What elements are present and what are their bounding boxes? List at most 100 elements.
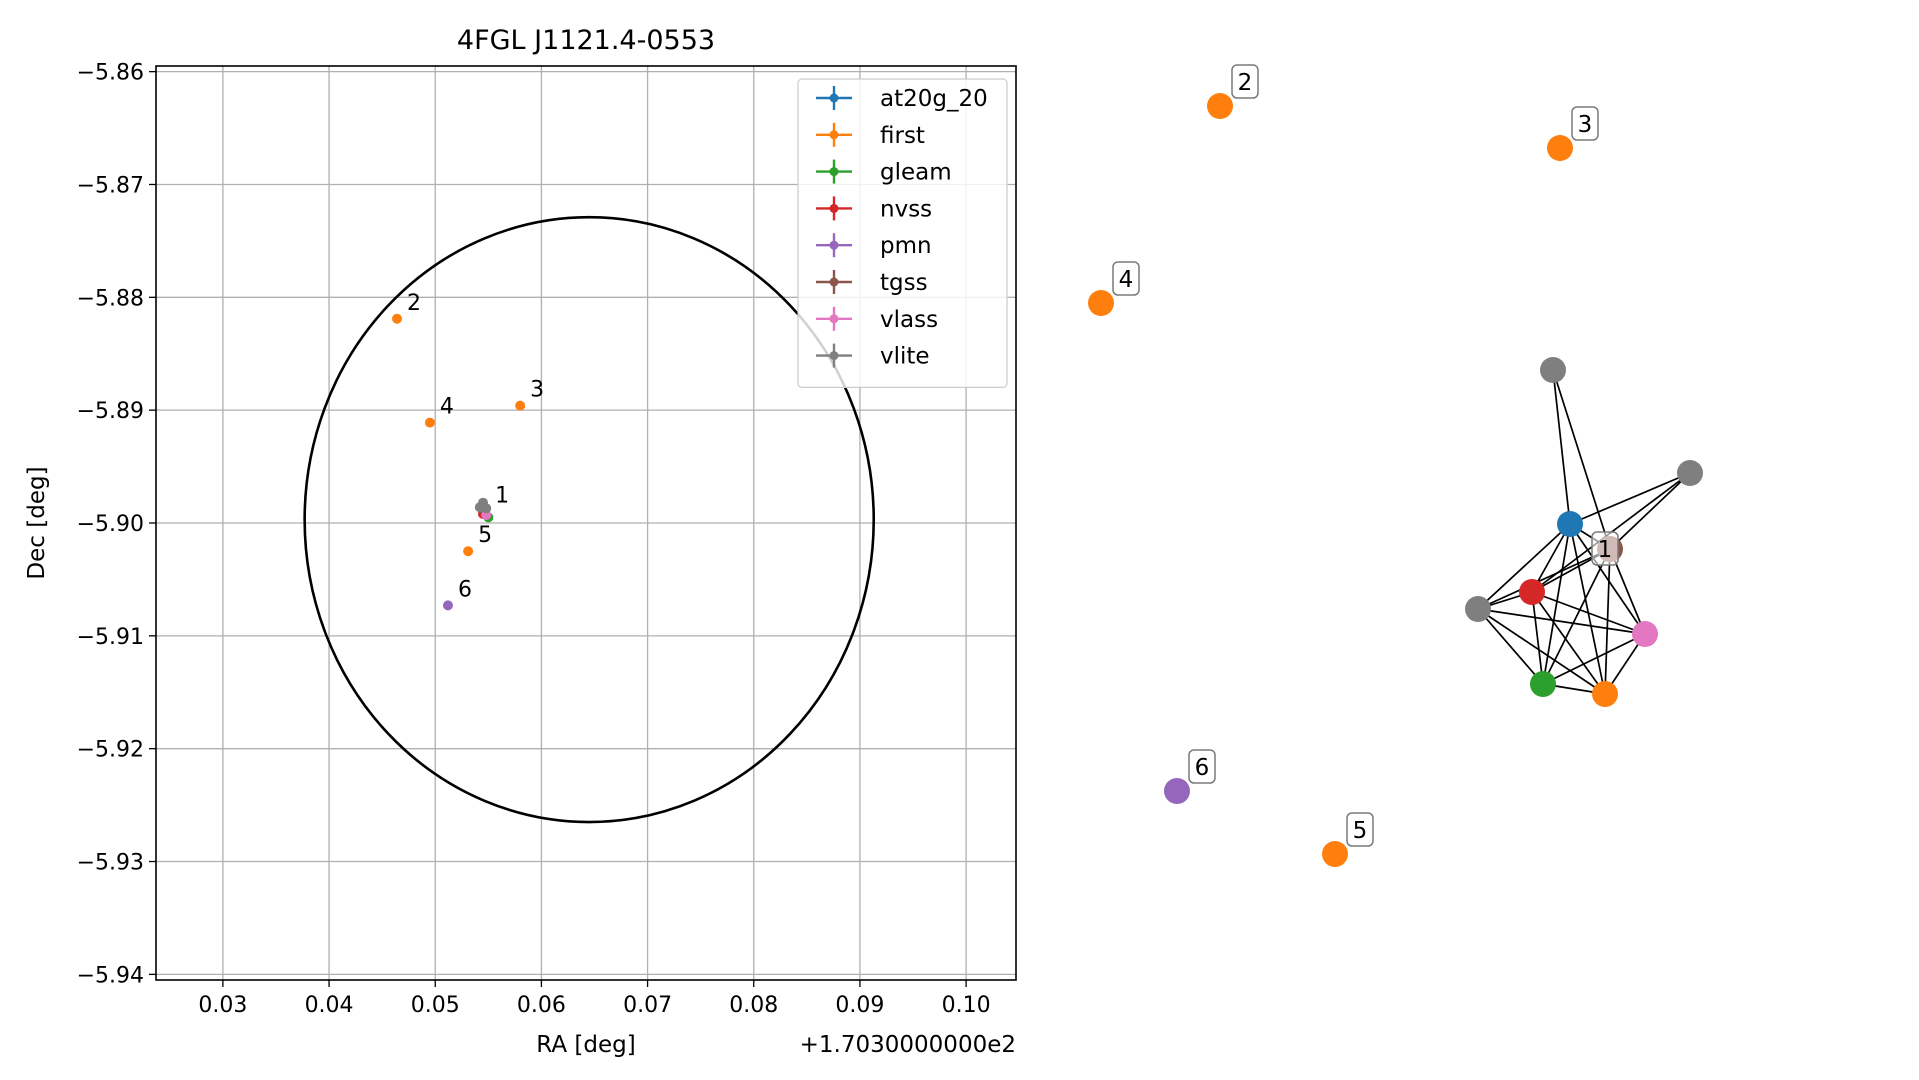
label-text: 3 bbox=[1578, 112, 1593, 138]
scatter-point-vlite bbox=[481, 503, 492, 514]
graph-edge bbox=[1542, 523, 1571, 685]
x-axis-ticks: 0.03 0.04 0.05 0.06 0.07 0.08 0.09 0.10 bbox=[198, 980, 991, 1018]
graph-node-label: 5 bbox=[1346, 812, 1374, 847]
legend-entry: at20g_20 bbox=[816, 86, 988, 112]
label-box bbox=[1346, 812, 1374, 847]
point-label: 2 bbox=[407, 291, 421, 316]
legend-label: pmn bbox=[880, 233, 932, 259]
x-tick-label: 0.05 bbox=[411, 993, 460, 1018]
point-label: 1 bbox=[495, 484, 509, 509]
point-label: 5 bbox=[478, 523, 492, 548]
graph-node-first_1 bbox=[1592, 681, 1618, 707]
x-tick-label: 0.04 bbox=[305, 993, 354, 1018]
legend-marker bbox=[829, 203, 839, 213]
y-tick-label: −5.94 bbox=[77, 963, 144, 988]
label-text: 2 bbox=[1238, 70, 1253, 96]
graph-edge bbox=[1477, 548, 1611, 610]
graph-node-at20g bbox=[1557, 511, 1583, 537]
label-box bbox=[1591, 531, 1619, 566]
scatter-point-first bbox=[424, 417, 435, 428]
legend-marker bbox=[829, 93, 839, 103]
grid-lines bbox=[156, 66, 1016, 980]
graph-edge bbox=[1477, 523, 1571, 610]
y-axis-label: Dec [deg] bbox=[24, 466, 50, 579]
graph-node-label: 4 bbox=[1112, 261, 1140, 296]
y-tick-label: −5.93 bbox=[77, 851, 144, 876]
x-axis-label: RA [deg] bbox=[536, 1032, 635, 1058]
scatter-point-pmn bbox=[442, 600, 453, 611]
legend-entry: pmn bbox=[816, 233, 932, 259]
graph-edge bbox=[1552, 369, 1571, 525]
graph-node-gleam bbox=[1530, 671, 1556, 697]
graph-edge bbox=[1569, 523, 1606, 695]
graph-edge bbox=[1542, 633, 1646, 685]
legend-label: at20g_20 bbox=[880, 86, 988, 112]
legend-marker bbox=[829, 167, 839, 177]
y-tick-label: −5.92 bbox=[77, 738, 144, 763]
label-text: 4 bbox=[1119, 267, 1134, 293]
graph-edge bbox=[1552, 369, 1611, 550]
point-label: 6 bbox=[458, 577, 472, 602]
label-text: 5 bbox=[1353, 818, 1368, 844]
graph-node-vlite_b bbox=[1677, 460, 1703, 486]
graph-node-vlass bbox=[1632, 621, 1658, 647]
x-axis-offset-label: +1.7030000000e2 bbox=[800, 1032, 1016, 1058]
y-axis-ticks: −5.86 −5.87 −5.88 −5.89 −5.90 −5.91 −5.92 −5.93… bbox=[77, 61, 156, 988]
point-label: 3 bbox=[530, 378, 544, 403]
graph-node-first_3 bbox=[1547, 135, 1573, 161]
graph-node-first_4 bbox=[1088, 290, 1114, 316]
graph-edge bbox=[1604, 548, 1611, 695]
graph-edge bbox=[1609, 472, 1691, 550]
graph-edge bbox=[1531, 591, 1646, 635]
error-ellipse bbox=[303, 215, 876, 824]
label-box bbox=[1112, 261, 1140, 296]
legend-marker bbox=[829, 314, 839, 324]
scatter-point-first bbox=[515, 400, 526, 411]
legend-label: first bbox=[880, 123, 925, 149]
label-text: 1 bbox=[1598, 537, 1613, 563]
legend-marker bbox=[829, 277, 839, 287]
graph-edge bbox=[1477, 608, 1544, 685]
legend-entry: gleam bbox=[816, 159, 952, 186]
graph-node-label: 1 bbox=[1591, 531, 1619, 566]
graph-edge bbox=[1477, 608, 1606, 695]
graph-panel: 1 2 3 4 5 6 bbox=[1088, 64, 1703, 867]
graph-edge bbox=[1531, 591, 1544, 685]
legend-box bbox=[797, 78, 1008, 388]
legend-label: vlass bbox=[880, 307, 938, 333]
graph-node-vlite_c bbox=[1465, 596, 1491, 622]
label-box bbox=[1231, 64, 1259, 99]
y-tick-label: −5.90 bbox=[77, 512, 144, 537]
x-tick-label: 0.07 bbox=[623, 993, 672, 1018]
label-box bbox=[1188, 749, 1216, 784]
graph-node-label: 3 bbox=[1571, 106, 1599, 141]
plot-content: 2 3 4 5 6 1 bbox=[303, 215, 876, 824]
scatter-point-first bbox=[392, 313, 403, 324]
legend-entry: first bbox=[816, 122, 925, 149]
legend-marker bbox=[829, 351, 839, 361]
graph-nodes bbox=[1088, 93, 1703, 867]
graph-node-vlite_a bbox=[1540, 357, 1566, 383]
legend-entry: vlite bbox=[816, 343, 930, 370]
scatter-point-first bbox=[463, 546, 474, 557]
graph-edge bbox=[1569, 523, 1646, 635]
legend-label: tgss bbox=[880, 270, 928, 296]
graph-node-first_5 bbox=[1322, 841, 1348, 867]
y-tick-label: −5.91 bbox=[77, 625, 144, 650]
legend-label: nvss bbox=[880, 196, 932, 222]
y-tick-label: −5.88 bbox=[77, 286, 144, 311]
graph-edge bbox=[1477, 608, 1646, 635]
x-tick-label: 0.06 bbox=[517, 993, 566, 1018]
x-tick-label: 0.09 bbox=[835, 993, 884, 1018]
chart-title: 4FGL J1121.4-0553 bbox=[457, 25, 715, 56]
label-text: 6 bbox=[1195, 755, 1210, 781]
legend-marker bbox=[829, 130, 839, 140]
graph-edge bbox=[1542, 548, 1611, 685]
x-tick-label: 0.10 bbox=[942, 993, 991, 1018]
legend-marker bbox=[829, 240, 839, 250]
legend-entry: nvss bbox=[816, 196, 932, 222]
legend-entry: vlass bbox=[816, 306, 938, 333]
